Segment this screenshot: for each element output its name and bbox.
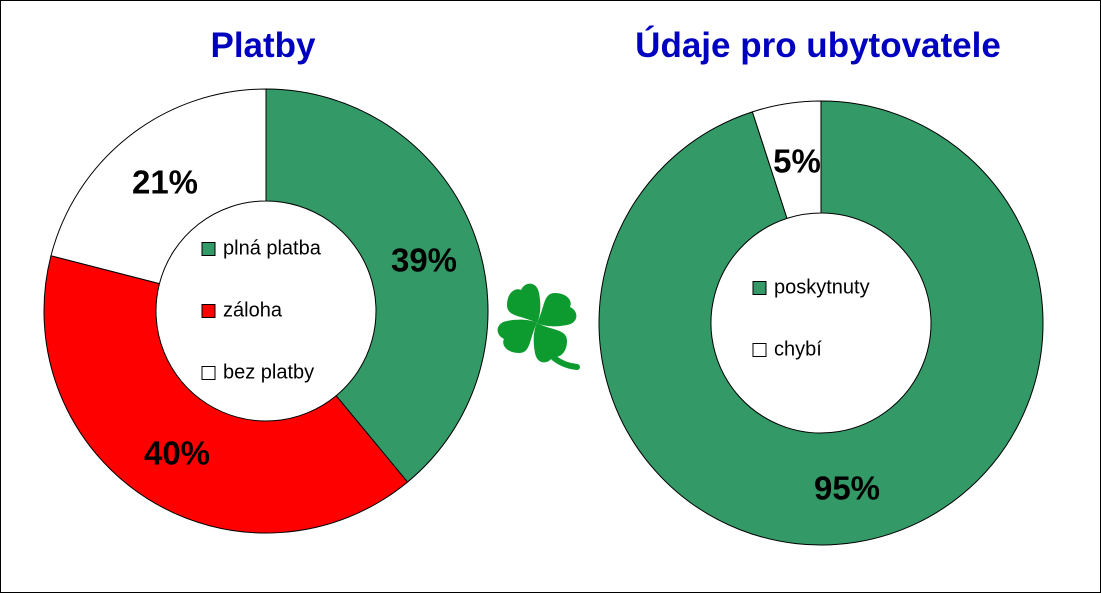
legend-swatch	[201, 366, 216, 380]
legend-platby: plná platba záloha bez platby	[201, 237, 322, 383]
legend-swatch	[201, 304, 216, 318]
legend-label: záloha	[223, 299, 283, 321]
data-label: 21%	[132, 164, 198, 201]
donut-slice	[50, 88, 267, 285]
legend-label: plná platba	[223, 237, 322, 259]
donut-slice	[265, 88, 489, 483]
donut-slices-platby	[43, 88, 489, 534]
legend-label: bez platby	[223, 361, 314, 383]
legend-swatch	[752, 281, 767, 295]
chart-title-udaje: Údaje pro ubytovatele	[635, 25, 1001, 65]
donut-slice	[751, 100, 822, 220]
legend-swatch	[201, 242, 216, 256]
legend-udaje: poskytnuty chybí	[752, 276, 870, 360]
donut-slice	[598, 100, 1044, 546]
four-leaf-clover-icon	[497, 283, 580, 370]
data-labels-platby: 39% 40% 21%	[132, 164, 457, 472]
legend-label: poskytnuty	[774, 276, 870, 298]
donut-chart-udaje: Údaje pro ubytovatele 95% 5% poskytnuty ch…	[598, 25, 1044, 546]
data-label: 40%	[144, 435, 210, 472]
legend-label: chybí	[774, 338, 822, 360]
data-label: 95%	[814, 470, 880, 507]
donut-slice	[43, 255, 409, 534]
data-label: 39%	[391, 242, 457, 279]
legend-swatch	[752, 343, 767, 357]
chart-title-platby: Platby	[210, 26, 316, 65]
data-labels-udaje: 95% 5%	[773, 143, 880, 507]
donut-chart-platby: Platby 39% 40% 21% plná platba záloha bez pl…	[43, 26, 489, 534]
data-label: 5%	[773, 143, 821, 180]
donut-slices-udaje	[598, 100, 1044, 546]
